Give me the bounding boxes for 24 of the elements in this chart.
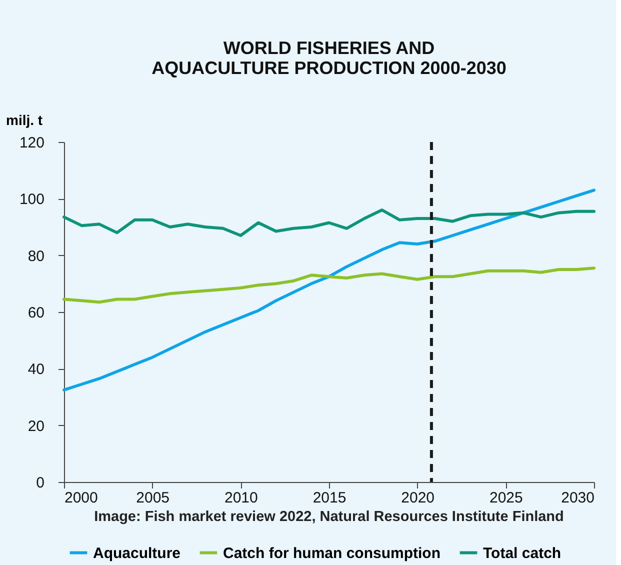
x-tick-label: 2030	[561, 490, 594, 506]
y-tick-label: 40	[28, 361, 44, 378]
x-tick-label: 2025	[489, 490, 523, 506]
y-tick-label: 0	[36, 474, 44, 492]
y-tick-label: 120	[19, 134, 44, 152]
text: WORLD FISHERIES AND	[223, 38, 435, 58]
legend-label: Aquaculture	[93, 544, 181, 562]
line-series	[62, 208, 596, 237]
text: AQUACULTURE PRODUCTION 2000-2030	[152, 58, 506, 78]
x-tick-label: 2000	[64, 490, 98, 506]
y-tick-label: 80	[28, 248, 44, 265]
y-tick-label: 100	[19, 191, 44, 208]
x-tick-label: 2015	[312, 490, 346, 506]
legend-label: Total catch	[483, 544, 562, 562]
x-tick-label: 2010	[224, 490, 258, 506]
x-tick-label: 2020	[401, 490, 435, 506]
y-tick-label: 20	[28, 418, 44, 435]
y-axis-title: milj. t	[6, 112, 43, 128]
legend-label: Catch for human consumption	[223, 544, 440, 562]
line-series	[62, 266, 596, 304]
x-tick-label: 2005	[136, 490, 170, 506]
text: Image: Fish market review 2022, Natural Resources Institute Finland	[94, 509, 564, 525]
y-tick-label: 60	[28, 304, 44, 322]
line-series	[62, 188, 596, 392]
